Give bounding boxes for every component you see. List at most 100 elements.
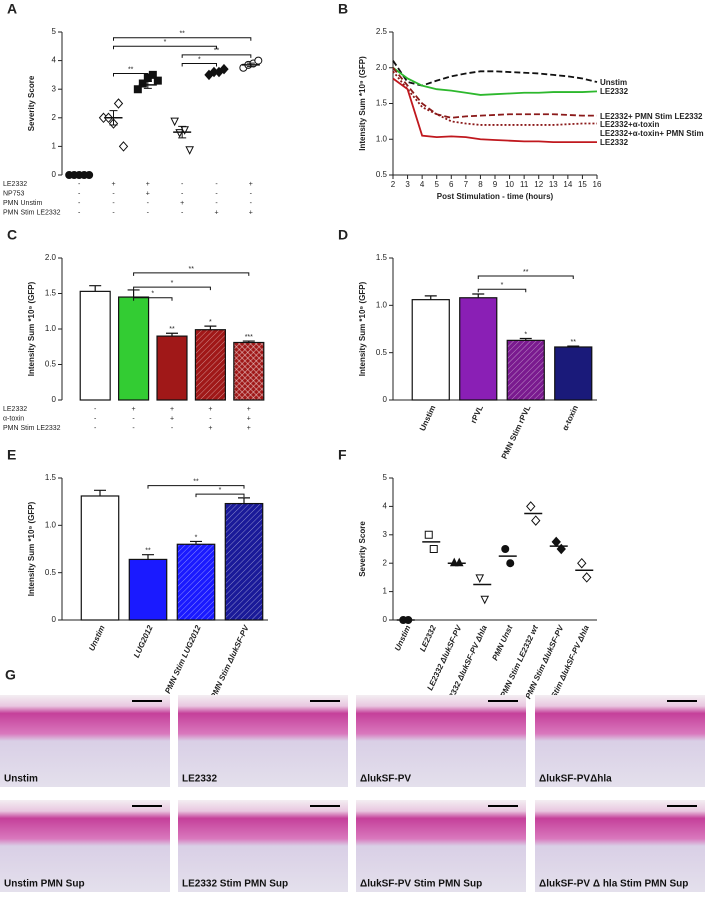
series-line (392, 67, 598, 96)
condition-cell: - (112, 209, 115, 216)
error-bar (424, 295, 437, 300)
y-tick-label: 2 (52, 113, 57, 122)
series-line (392, 70, 597, 126)
panel-letter: B (338, 1, 348, 17)
bracket (113, 72, 149, 77)
data-point (185, 146, 194, 155)
condition-cell: - (250, 190, 253, 197)
data-point (113, 98, 124, 109)
error-bar (567, 345, 580, 347)
significance: ** (169, 326, 175, 333)
image-caption: LE2332 Stim PMN Sup (182, 879, 288, 890)
significance: * (524, 331, 527, 338)
data-point (582, 572, 592, 583)
bracket-label: ** (188, 266, 194, 273)
bracket-label: ** (193, 478, 199, 485)
condition-cell: - (94, 415, 97, 422)
x-axis-label: Post Stimulation - time (hours) (437, 192, 554, 201)
y-tick-label: 1.0 (376, 300, 388, 309)
y-tick-label: 1.5 (376, 253, 388, 262)
error-bar (190, 540, 202, 545)
condition-cell: - (94, 425, 97, 432)
bar (80, 495, 120, 621)
x-tick-label: PMN Stim rPVL (500, 404, 533, 461)
y-axis-label: Severity Score (27, 75, 36, 131)
histology-image (356, 800, 526, 892)
bar (118, 296, 150, 401)
x-tick-label: 9 (493, 180, 498, 189)
x-tick-label: PMN Stim LUG2012 (163, 623, 203, 695)
series-label: Unstim (600, 78, 628, 88)
y-tick-label: 1.5 (376, 99, 388, 108)
condition-cell: + (170, 415, 174, 422)
x-tick-label: LE2332 (418, 623, 438, 653)
panel-letter: G (5, 667, 16, 683)
series-line (392, 60, 598, 87)
y-tick-label: 0.5 (376, 170, 388, 179)
bar (554, 346, 593, 401)
x-tick-label: 12 (534, 180, 543, 189)
y-tick-label: 0 (52, 395, 57, 404)
condition-cell: + (249, 209, 253, 216)
y-axis-label: Intensity Sum *10⁹ (GFP) (358, 56, 367, 151)
condition-cell: + (208, 425, 212, 432)
x-tick-label: 10 (505, 180, 514, 189)
bracket-label: * (171, 280, 174, 287)
series-label: LE2332 (600, 87, 629, 97)
bracket (181, 54, 252, 58)
condition-cell: + (180, 200, 184, 207)
bar (224, 502, 264, 621)
histology-image (0, 800, 170, 892)
error-bar (109, 110, 118, 126)
x-tick-label: 11 (520, 180, 529, 189)
y-axis-label: Intensity Sum *10⁹ (GFP) (358, 281, 367, 376)
x-tick-label: Unstim (393, 624, 413, 652)
y-tick-label: 2.5 (376, 27, 388, 36)
histology-image (178, 695, 348, 787)
bracket-label: ** (128, 66, 134, 73)
condition-cell: + (111, 181, 115, 188)
condition-cell: - (132, 415, 135, 422)
y-tick-label: 2.0 (45, 253, 57, 262)
bracket-label: ** (523, 269, 529, 276)
bar (156, 335, 188, 401)
y-tick-label: 0.5 (45, 568, 57, 577)
error-bar (94, 489, 106, 496)
condition-cell: + (214, 209, 218, 216)
y-axis-label: Intensity Sum *10⁹ (GFP) (27, 281, 36, 376)
condition-cell: + (170, 406, 174, 413)
series-line (392, 77, 597, 144)
bracket (133, 286, 211, 291)
condition-cell: + (132, 406, 136, 413)
bracket (477, 288, 527, 293)
y-tick-label: 1.5 (45, 473, 57, 482)
x-tick-label: 14 (563, 180, 572, 189)
condition-cell: - (147, 200, 150, 207)
significance: * (209, 319, 212, 326)
condition-cell: - (147, 209, 150, 216)
data-point (501, 545, 510, 553)
condition-cell: - (181, 190, 184, 197)
condition-cell: - (78, 209, 81, 216)
y-tick-label: 4 (383, 502, 388, 511)
y-tick-label: 0.5 (45, 360, 57, 369)
image-caption: ΔlukSF-PV (360, 774, 411, 785)
error-bar (178, 125, 187, 139)
condition-cell: - (215, 181, 218, 188)
condition-cell: - (209, 415, 212, 422)
data-point (475, 574, 485, 584)
error-bar (242, 340, 255, 343)
bracket (147, 485, 245, 489)
y-tick-label: 1.0 (45, 324, 57, 333)
x-tick-label: 3 (405, 180, 410, 189)
bracket-label: ** (179, 31, 185, 38)
bracket (133, 297, 173, 301)
error-bar (519, 337, 532, 341)
x-tick-label: 5 (434, 180, 439, 189)
y-tick-label: 0 (52, 170, 57, 179)
image-caption: ΔlukSF-PV Stim PMN Sup (360, 879, 482, 890)
bracket (113, 45, 217, 50)
condition-cell: - (215, 200, 218, 207)
y-tick-label: 1 (52, 142, 57, 151)
